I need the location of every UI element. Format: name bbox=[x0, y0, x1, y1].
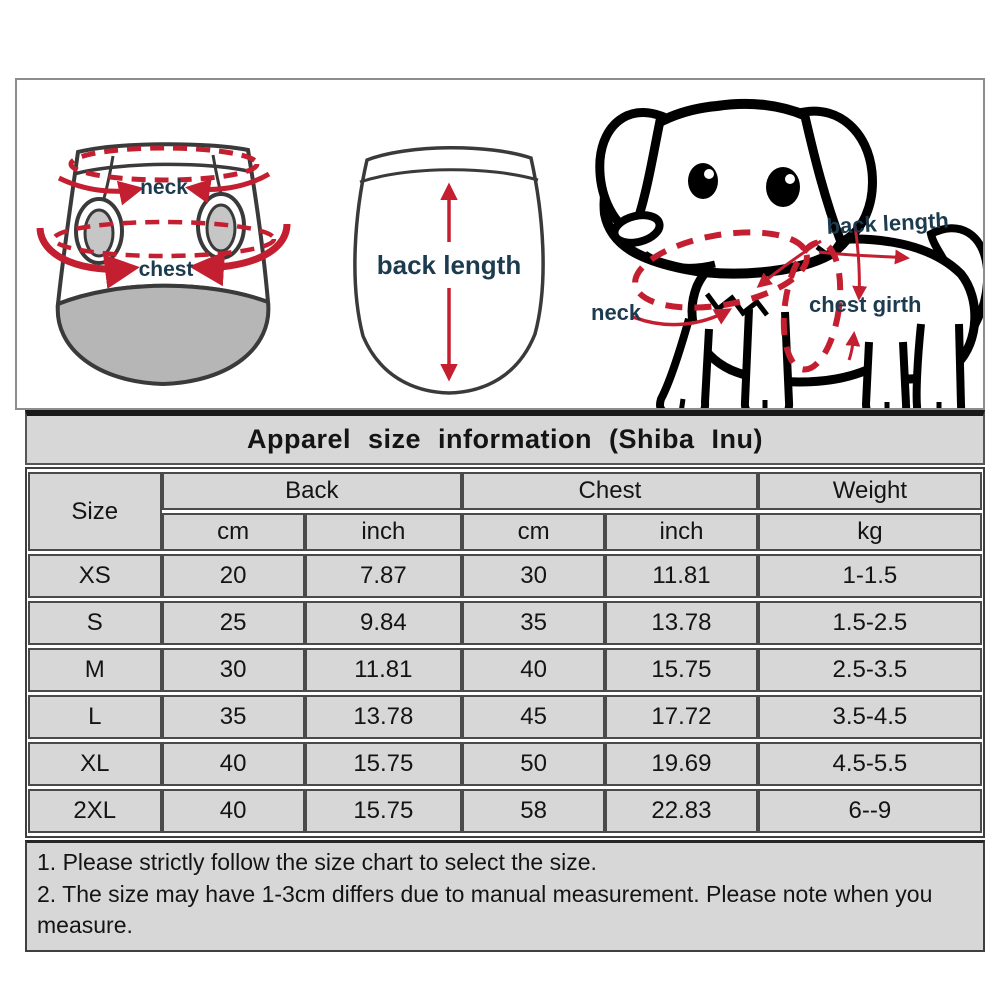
back-inch-value: 11.81 bbox=[304, 648, 463, 692]
header-chest-cm: cm bbox=[462, 513, 606, 551]
size-row-m: M 30 11.81 40 15.75 2.5-3.5 bbox=[28, 648, 982, 692]
note-line-1: 1. Please strictly follow the size chart… bbox=[37, 849, 597, 875]
back-cm-value: 25 bbox=[161, 601, 305, 645]
note-line-2: 2. The size may have 1-3cm differs due t… bbox=[37, 880, 933, 939]
chest-inch-value: 17.72 bbox=[605, 695, 758, 739]
size-value: S bbox=[28, 601, 162, 645]
chest-cm-value: 30 bbox=[462, 554, 606, 598]
header-chest: Chest bbox=[462, 472, 758, 510]
size-row-s: S 25 9.84 35 13.78 1.5-2.5 bbox=[28, 601, 982, 645]
back-cm-value: 40 bbox=[161, 742, 305, 786]
back-cm-value: 40 bbox=[161, 789, 305, 833]
dog-eye-right bbox=[766, 167, 800, 207]
weight-value: 2.5-3.5 bbox=[757, 648, 982, 692]
weight-value: 4.5-5.5 bbox=[757, 742, 982, 786]
vest-back-length-label: back length bbox=[377, 250, 521, 280]
header-back: Back bbox=[161, 472, 463, 510]
dog-neck-arrow bbox=[630, 308, 733, 327]
chest-cm-value: 50 bbox=[462, 742, 606, 786]
header-back-cm: cm bbox=[161, 513, 305, 551]
measurement-diagram-panel: neck chest back length bbox=[15, 78, 985, 410]
table-title-bar: Apparel size information (Shiba Inu) bbox=[25, 410, 985, 465]
weight-value: 3.5-4.5 bbox=[757, 695, 982, 739]
size-value: L bbox=[28, 695, 162, 739]
back-length-arrow-to-shoulder bbox=[756, 239, 822, 288]
chest-girth-arrow-down bbox=[852, 225, 868, 301]
size-row-xs: XS 20 7.87 30 11.81 1-1.5 bbox=[28, 554, 982, 598]
back-cm-value: 30 bbox=[161, 648, 305, 692]
weight-value: 1-1.5 bbox=[757, 554, 982, 598]
header-back-inch: inch bbox=[304, 513, 463, 551]
dog-nose bbox=[610, 211, 664, 247]
chest-girth-arrow-up bbox=[845, 331, 861, 361]
dog-rear-left-leg bbox=[861, 341, 911, 408]
size-value: XS bbox=[28, 554, 162, 598]
weight-value: 1.5-2.5 bbox=[757, 601, 982, 645]
chest-inch-value: 11.81 bbox=[605, 554, 758, 598]
size-value: 2XL bbox=[28, 789, 162, 833]
size-chart-sheet: neck chest back length bbox=[15, 78, 985, 953]
header-weight-kg: kg bbox=[757, 513, 982, 551]
header-chest-inch: inch bbox=[605, 513, 758, 551]
chest-inch-value: 22.83 bbox=[605, 789, 758, 833]
vest-front-diagram: neck chest bbox=[36, 142, 291, 387]
vest-collar-line bbox=[73, 162, 253, 176]
size-row-l: L 35 13.78 45 17.72 3.5-4.5 bbox=[28, 695, 982, 739]
dog-diagram: neck back length chest girth bbox=[591, 98, 983, 408]
dog-neck-label: neck bbox=[591, 300, 642, 325]
back-inch-value: 15.75 bbox=[304, 789, 463, 833]
size-info-section: Apparel size information (Shiba Inu) Siz… bbox=[25, 410, 985, 953]
chest-cm-value: 58 bbox=[462, 789, 606, 833]
chest-dashed-ellipse bbox=[51, 219, 277, 259]
header-size: Size bbox=[28, 472, 162, 551]
chest-inch-value: 13.78 bbox=[605, 601, 758, 645]
size-table-wrap: Size Back Chest Weight cm inch cm inch k… bbox=[25, 467, 985, 838]
vest-neck-label: neck bbox=[140, 176, 188, 199]
dog-neck-dashed-ellipse bbox=[632, 229, 810, 311]
vest-back-collar-line bbox=[359, 168, 539, 184]
back-cm-value: 35 bbox=[161, 695, 305, 739]
dog-front-right-leg bbox=[740, 308, 794, 408]
dog-ear-right bbox=[798, 106, 877, 249]
vest-back-outline bbox=[353, 146, 545, 395]
chest-inch-value: 19.69 bbox=[605, 742, 758, 786]
dog-eye-left bbox=[688, 163, 718, 199]
back-inch-value: 7.87 bbox=[304, 554, 463, 598]
dog-ear-left bbox=[595, 108, 667, 241]
back-length-arrow-to-rear bbox=[818, 249, 910, 265]
header-weight: Weight bbox=[757, 472, 982, 510]
chest-inch-value: 15.75 bbox=[605, 648, 758, 692]
vest-chest-label: chest bbox=[139, 258, 194, 281]
notes-box: 1. Please strictly follow the size chart… bbox=[25, 840, 985, 953]
dog-chest-fluff bbox=[704, 292, 769, 317]
chest-cm-value: 35 bbox=[462, 601, 606, 645]
chest-arrow-left bbox=[36, 227, 140, 289]
dog-chest-girth-label: chest girth bbox=[809, 292, 921, 317]
vest-back-diagram: back length bbox=[353, 146, 545, 395]
neck-dashed-ellipse bbox=[68, 145, 260, 183]
dog-rear-right-leg bbox=[912, 323, 966, 408]
weight-value: 6--9 bbox=[757, 789, 982, 833]
back-inch-value: 13.78 bbox=[304, 695, 463, 739]
dog-paw-lines bbox=[679, 398, 942, 408]
neck-arrow-left bbox=[57, 175, 144, 206]
back-inch-value: 15.75 bbox=[304, 742, 463, 786]
vest-belly bbox=[55, 283, 271, 387]
size-value: M bbox=[28, 648, 162, 692]
size-value: XL bbox=[28, 742, 162, 786]
neck-arrow-right bbox=[185, 171, 271, 204]
table-title: Apparel size information (Shiba Inu) bbox=[246, 424, 764, 454]
dog-front-left-leg bbox=[656, 317, 713, 408]
back-inch-value: 9.84 bbox=[304, 601, 463, 645]
back-cm-value: 20 bbox=[161, 554, 305, 598]
chest-cm-value: 40 bbox=[462, 648, 606, 692]
size-table: Size Back Chest Weight cm inch cm inch k… bbox=[28, 469, 982, 836]
chest-arrow-right bbox=[189, 223, 291, 287]
size-row-2xl: 2XL 40 15.75 58 22.83 6--9 bbox=[28, 789, 982, 833]
dog-chest-dashed-ellipse bbox=[780, 239, 844, 373]
size-row-xl: XL 40 15.75 50 19.69 4.5-5.5 bbox=[28, 742, 982, 786]
chest-cm-value: 45 bbox=[462, 695, 606, 739]
